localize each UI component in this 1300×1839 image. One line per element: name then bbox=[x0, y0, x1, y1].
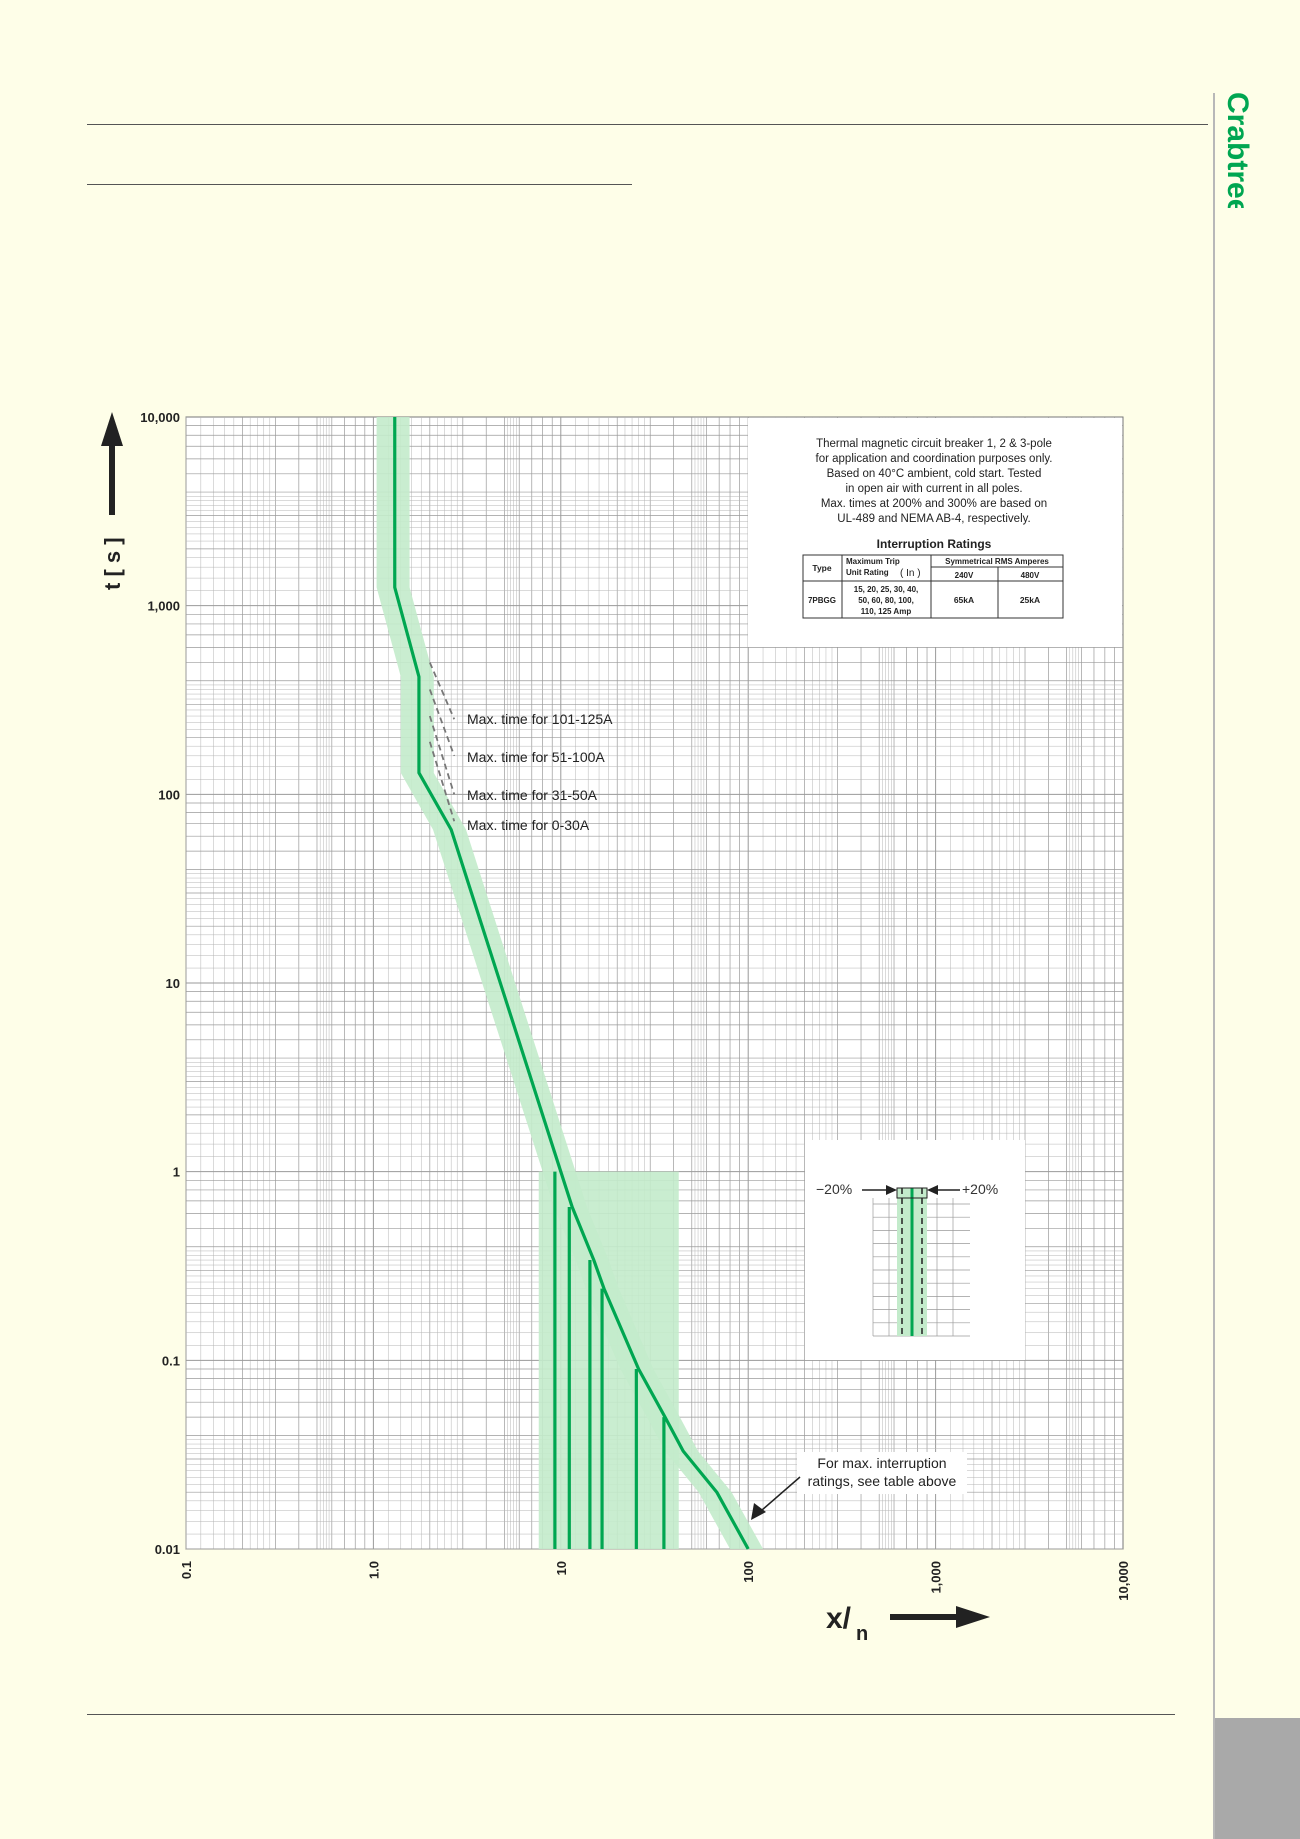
info-line: Thermal magnetic circuit breaker 1, 2 & … bbox=[816, 438, 1052, 450]
inset-top-box bbox=[896, 1187, 928, 1199]
th-max-trip: Maximum Trip bbox=[846, 557, 900, 566]
x-tick-label: 10 bbox=[554, 1561, 569, 1575]
max-time-labels: Max. time for 101-125A Max. time for 51-… bbox=[467, 711, 613, 833]
th-in-symbol: ( In ) bbox=[900, 568, 921, 579]
x-axis-label: x/ n bbox=[826, 1602, 990, 1645]
brand-name: Crabtree bbox=[1224, 92, 1254, 208]
x-tick-label: 1,000 bbox=[929, 1561, 944, 1594]
y-tick-label: 100 bbox=[158, 787, 180, 802]
max-time-label: Max. time for 101-125A bbox=[467, 711, 613, 727]
y-tick-label: 1,000 bbox=[147, 599, 180, 614]
y-axis-label: t [ s ] bbox=[100, 412, 125, 590]
max-time-dashed-line bbox=[428, 741, 456, 822]
x-tick-label: 10,000 bbox=[1116, 1561, 1131, 1601]
th-480v: 480V bbox=[1021, 571, 1040, 580]
td-ratings: 15, 20, 25, 30, 40, bbox=[854, 585, 919, 594]
th-unit-rating: Unit Rating bbox=[846, 568, 889, 577]
annotation-line2: ratings, see table above bbox=[808, 1473, 957, 1489]
table-title: Interruption Ratings bbox=[877, 537, 992, 551]
inset-arrow-left-head bbox=[886, 1185, 897, 1195]
tolerance-inset: −20% +20% bbox=[805, 1140, 1025, 1360]
x-tick-label: 100 bbox=[741, 1561, 756, 1583]
inset-arrow-right-head bbox=[927, 1185, 938, 1195]
y-axis-title: t [ s ] bbox=[100, 537, 125, 590]
side-rule bbox=[1213, 93, 1215, 1839]
max-time-dashed-line bbox=[428, 715, 456, 795]
trip-curve bbox=[393, 417, 750, 1550]
info-line: for application and coordination purpose… bbox=[816, 453, 1053, 465]
ratings-table bbox=[802, 554, 1064, 619]
info-line: Based on 40°C ambient, cold start. Teste… bbox=[827, 468, 1042, 480]
y-tick-label: 10 bbox=[166, 976, 180, 991]
annotation-arrow-head bbox=[751, 1503, 766, 1520]
max-time-label: Max. time for 0-30A bbox=[467, 817, 590, 833]
inset-plus-label: +20% bbox=[962, 1181, 998, 1197]
trip-curve-line bbox=[393, 417, 750, 1550]
inset-minus-label: −20% bbox=[816, 1181, 852, 1197]
title-underline bbox=[87, 184, 632, 185]
annotation-arrow bbox=[761, 1476, 801, 1511]
y-tick-label: 10,000 bbox=[140, 410, 180, 425]
max-time-dashed-line bbox=[428, 662, 456, 720]
info-line: UL-489 and NEMA AB-4, respectively. bbox=[837, 513, 1030, 525]
info-line: in open air with current in all poles. bbox=[845, 483, 1022, 495]
tolerance-band bbox=[376, 417, 770, 1549]
y-axis-arrow-head bbox=[101, 412, 123, 446]
td-480v: 25kA bbox=[1020, 595, 1040, 605]
y-tick-labels: 10,000 1,000 100 10 1 0.1 0.01 bbox=[140, 410, 180, 1557]
annotation-line1: For max. interruption bbox=[817, 1455, 946, 1471]
y-tick-label: 0.1 bbox=[162, 1353, 180, 1368]
max-time-lines bbox=[428, 662, 456, 822]
td-ratings: 110, 125 Amp bbox=[861, 607, 912, 616]
interruption-annotation: For max. interruption ratings, see table… bbox=[751, 1452, 967, 1520]
td-240v: 65kA bbox=[954, 595, 974, 605]
tolerance-band-instantaneous bbox=[538, 1171, 679, 1549]
th-symmetrical: Symmetrical RMS Amperes bbox=[945, 557, 1049, 566]
max-time-label: Max. time for 31-50A bbox=[467, 787, 598, 803]
max-time-label: Max. time for 51-100A bbox=[467, 749, 605, 765]
x-tick-label: 1.0 bbox=[366, 1561, 381, 1579]
th-240v: 240V bbox=[955, 571, 974, 580]
y-tick-label: 1 bbox=[173, 1165, 180, 1180]
th-type: Type bbox=[812, 563, 831, 573]
max-time-dashed-line bbox=[428, 689, 456, 757]
footer-rule bbox=[87, 1714, 1175, 1715]
x-axis-arrow-head bbox=[956, 1606, 990, 1628]
annotation-background bbox=[797, 1452, 967, 1494]
y-tick-label: 0.01 bbox=[155, 1542, 180, 1557]
info-line: Max. times at 200% and 300% are based on bbox=[821, 498, 1047, 510]
td-ratings: 50, 60, 80, 100, bbox=[858, 596, 914, 605]
info-box: Thermal magnetic circuit breaker 1, 2 & … bbox=[802, 438, 1064, 619]
x-tick-labels: 0.1 1.0 10 100 1,000 10,000 bbox=[179, 1561, 1131, 1601]
x-axis-title-sub: n bbox=[856, 1623, 868, 1645]
side-tab bbox=[1215, 1718, 1300, 1839]
crabtree-logo: Crabtree bbox=[1224, 92, 1254, 208]
header-rule bbox=[87, 124, 1208, 125]
x-axis-title: x/ bbox=[826, 1602, 852, 1635]
x-tick-label: 0.1 bbox=[179, 1561, 194, 1579]
td-type: 7PBGG bbox=[808, 596, 836, 605]
